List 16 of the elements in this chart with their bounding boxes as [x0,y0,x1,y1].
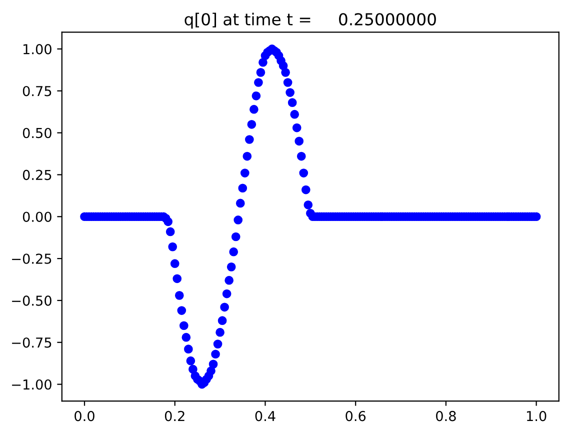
y-tick-label: 0.00 [22,212,52,222]
y-tick-label: 0.25 [22,170,52,180]
x-tick-label: 0.0 [74,410,94,422]
x-tick-label: 0.4 [255,410,276,422]
y-tick-label: −0.25 [12,254,52,264]
y-tick-label: −0.75 [12,337,52,348]
y-tick-label: 0.75 [22,86,52,96]
y-tick-label: −1.00 [12,379,52,390]
x-tick-label: 0.6 [346,410,366,422]
y-tick-label: −0.50 [12,296,52,306]
x-tick-label: 0.2 [164,410,184,422]
chart-title: q[0] at time t = 0.25000000 [184,12,436,29]
x-tick-label: 1.0 [526,410,546,422]
y-tick-label: 1.00 [24,44,52,54]
y-tick-label: 0.50 [22,128,52,138]
x-tick-label: 0.8 [436,410,456,422]
